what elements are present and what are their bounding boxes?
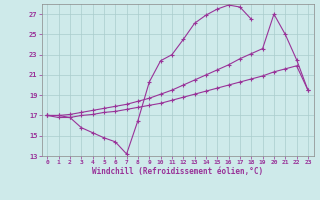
X-axis label: Windchill (Refroidissement éolien,°C): Windchill (Refroidissement éolien,°C) [92, 167, 263, 176]
